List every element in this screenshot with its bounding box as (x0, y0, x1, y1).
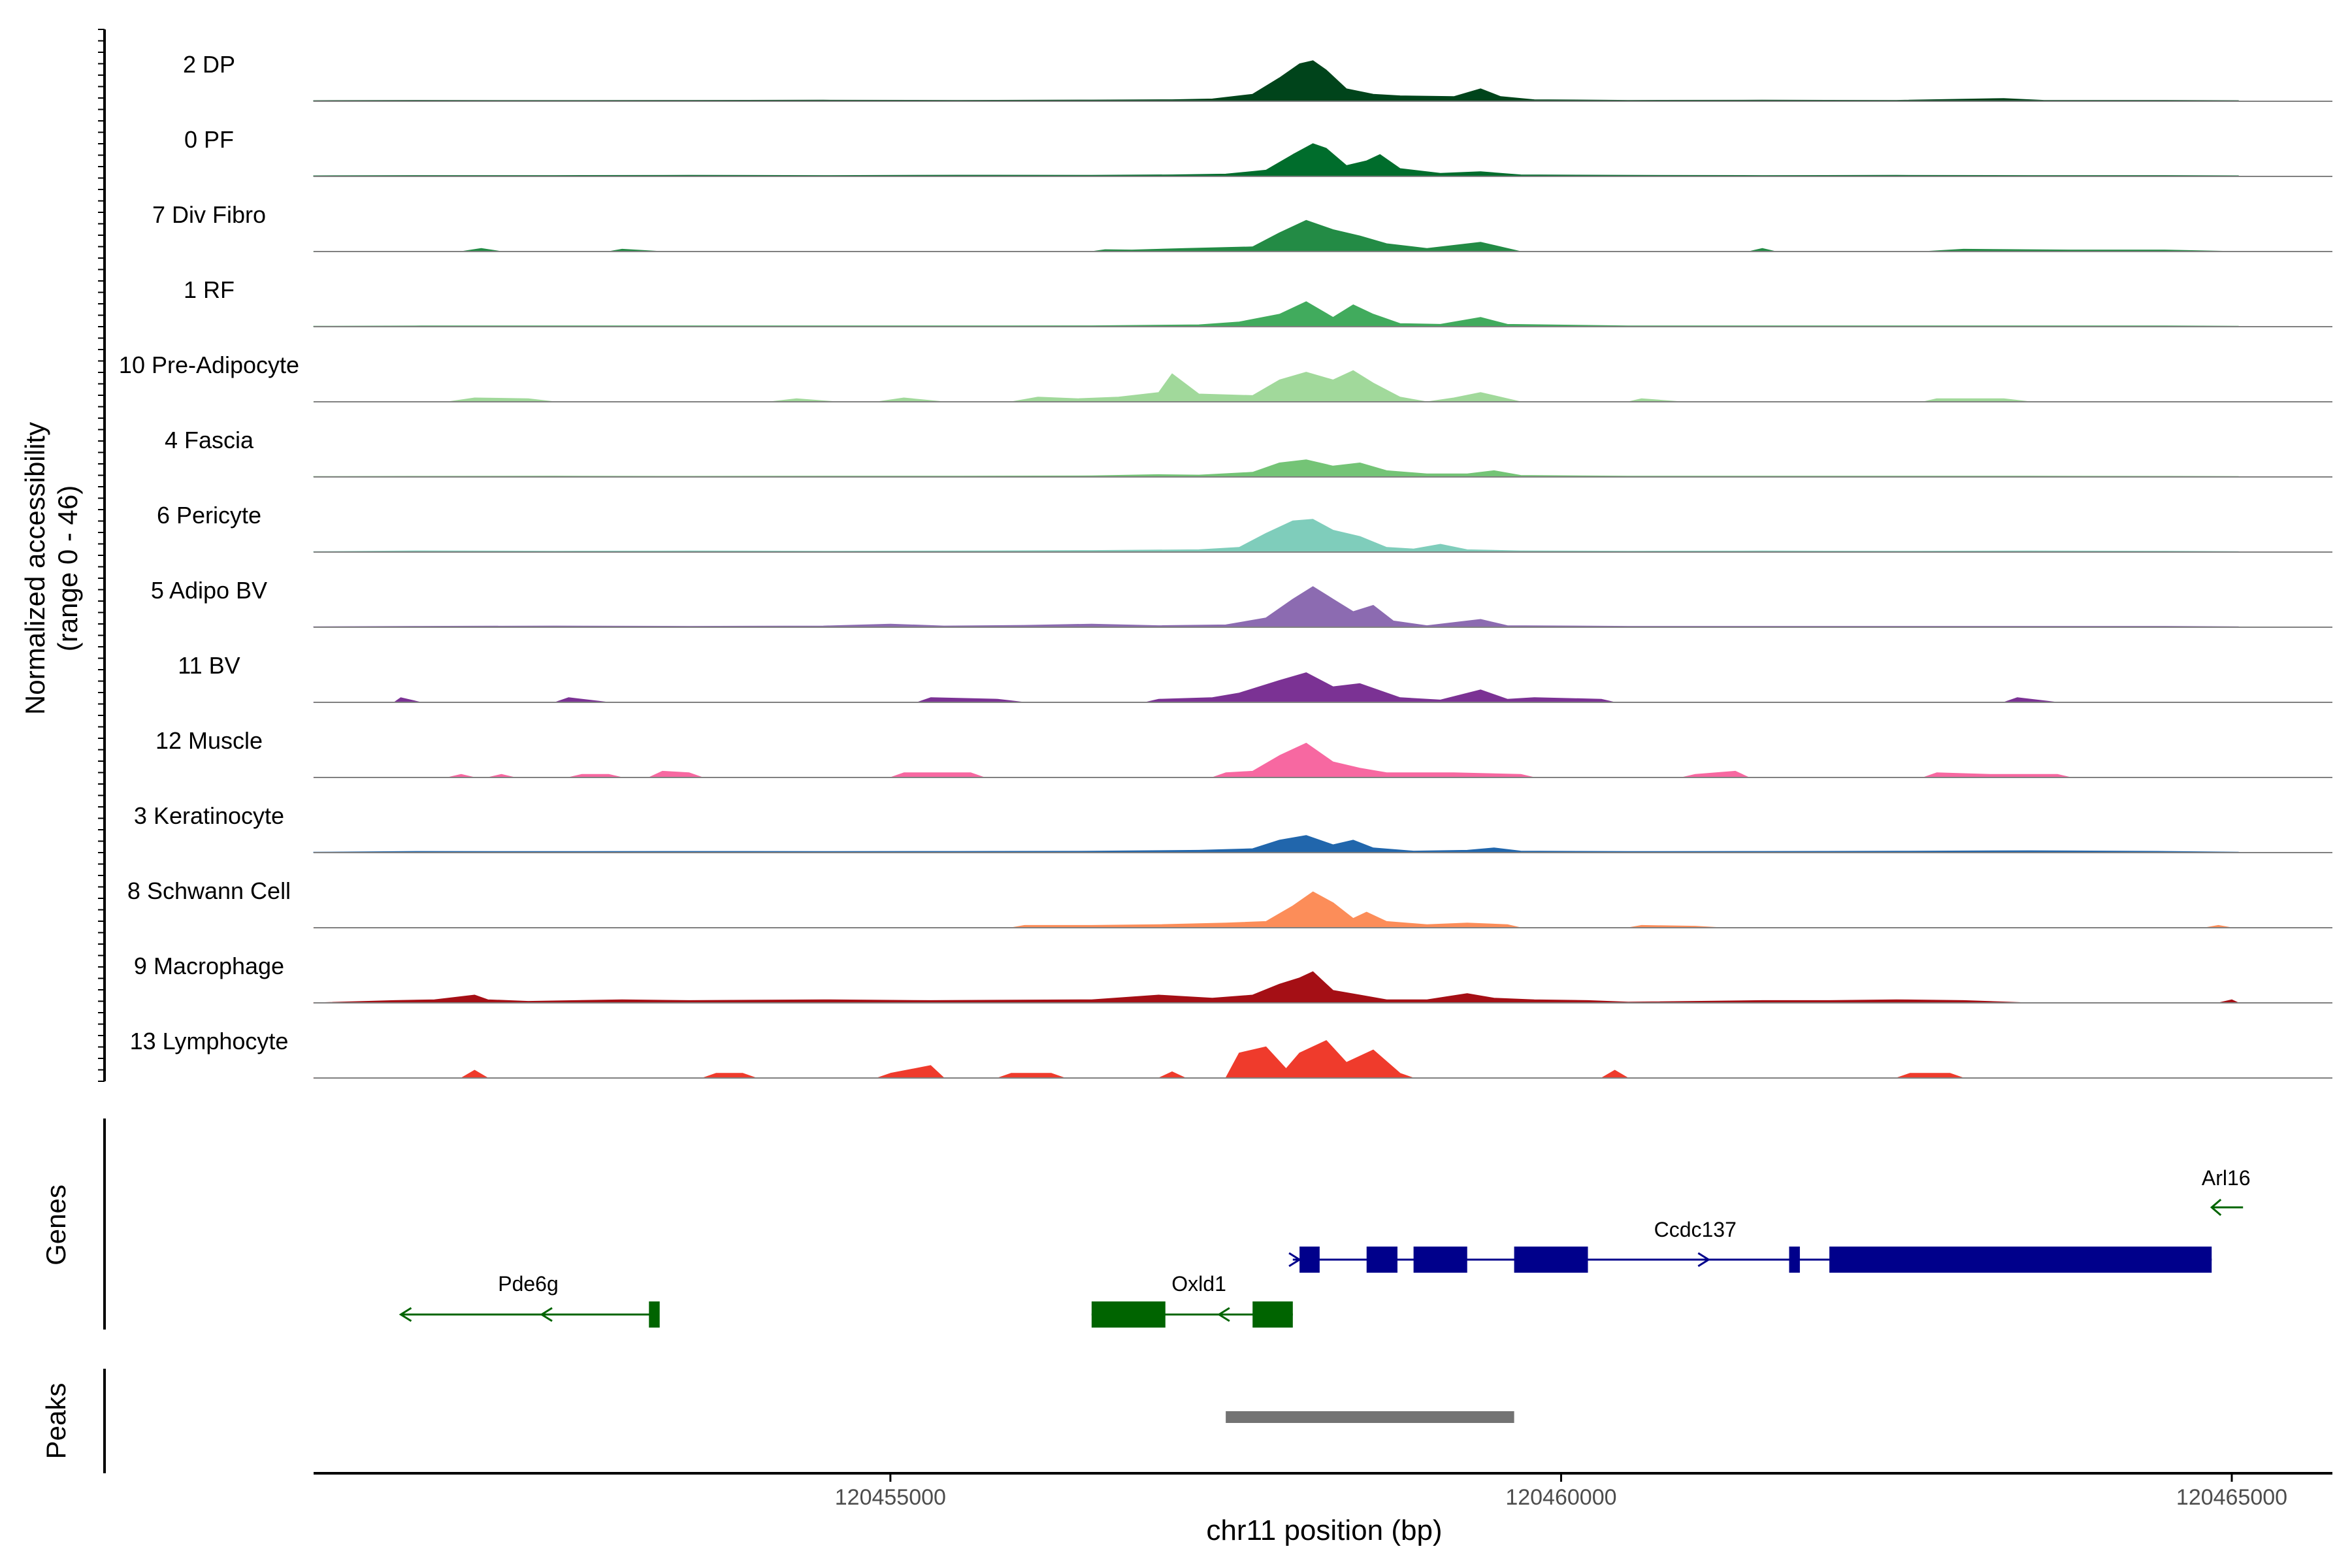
track-6-pericyte: 6 Pericyte (157, 502, 2332, 553)
x-tick-label: 120460000 (1505, 1485, 1616, 1510)
track-5-adipo-bv: 5 Adipo BV (151, 577, 2332, 628)
coverage-area-12-muscle (313, 742, 2239, 778)
x-axis: 120455000 120460000 120465000 (314, 1472, 2332, 1510)
gene-pde6g: Pde6g (399, 1272, 660, 1328)
gene-label: Ccdc137 (1654, 1218, 1737, 1241)
track-label: 4 Fascia (165, 427, 254, 453)
track-label: 2 DP (183, 51, 235, 78)
peaks-track (103, 1369, 1514, 1473)
gene-exon (1829, 1247, 2212, 1273)
track-3-keratinocyte: 3 Keratinocyte (134, 802, 2332, 853)
coverage-area-3-keratinocyte (313, 835, 2239, 853)
coverage-area-7-div-fibro (313, 220, 2239, 252)
track-label: 7 Div Fibro (152, 201, 266, 228)
gene-ccdc137: Ccdc137 (1288, 1218, 2212, 1273)
strand-arrow (540, 1307, 553, 1322)
coverage-area-6-pericyte (313, 519, 2239, 553)
gene-label: Pde6g (498, 1272, 559, 1296)
x-tick-label: 120465000 (2176, 1485, 2287, 1510)
coverage-area-13-lymphocyte (313, 1040, 2239, 1079)
track-label: 1 RF (184, 276, 235, 303)
coverage-area-0-pf (313, 143, 2239, 177)
track-label: 8 Schwann Cell (127, 877, 291, 904)
strand-arrow (1697, 1252, 1711, 1267)
peak-bar (1226, 1411, 1514, 1423)
track-7-div-fibro: 7 Div Fibro (152, 201, 2332, 252)
track-label: 12 Muscle (155, 727, 263, 754)
coverage-area-8-schwann-cell (313, 891, 2239, 928)
track-label: 6 Pericyte (157, 502, 261, 529)
track-11-bv: 11 BV (178, 652, 2332, 703)
coverage-area-4-fascia (313, 459, 2239, 478)
track-4-fascia: 4 Fascia (165, 427, 2332, 478)
gene-exon (1252, 1301, 1293, 1328)
x-tick-label: 120455000 (835, 1485, 946, 1510)
gene-arl16: Arl16 (2202, 1166, 2251, 1217)
gene-exon (1789, 1247, 1800, 1273)
strand-arrow (2210, 1198, 2244, 1217)
gene-label: Arl16 (2202, 1166, 2251, 1190)
coverage-tracks: 2 DP 0 PF 7 Div Fibro 1 RF 10 Pre-Adipocyte 4… (98, 29, 2332, 1082)
track-label: 13 Lymphocyte (130, 1028, 289, 1054)
track-label: 0 PF (184, 126, 234, 153)
coverage-area-1-rf (313, 301, 2239, 327)
track-10-pre-adipocyte: 10 Pre-Adipocyte (119, 351, 2332, 402)
x-axis-title: chr11 position (bp) (1206, 1514, 1442, 1546)
coverage-area-2-dp (313, 60, 2239, 102)
gene-exon (1514, 1247, 1588, 1273)
track-2-dp: 2 DP (183, 51, 2332, 102)
coverage-area-5-adipo-bv (313, 586, 2239, 628)
track-1-rf: 1 RF (184, 276, 2332, 327)
coverage-area-10-pre-adipocyte (313, 370, 2239, 402)
track-13-lymphocyte: 13 Lymphocyte (130, 1028, 2332, 1079)
strand-arrow (1288, 1252, 1301, 1267)
gene-exon (1091, 1301, 1166, 1328)
track-label: 9 Macrophage (134, 953, 284, 979)
gene-oxld1: Oxld1 (1091, 1272, 1293, 1328)
gene-exon (649, 1301, 660, 1328)
track-label: 11 BV (178, 652, 240, 679)
track-8-schwann-cell: 8 Schwann Cell (127, 877, 2332, 928)
gene-annotation-track: Pde6g Oxld1 Ccdc137 Arl16 (103, 1119, 2251, 1330)
coverage-area-11-bv (313, 672, 2239, 703)
y-axis-range: (range 0 - 46) (52, 485, 83, 651)
track-9-macrophage: 9 Macrophage (134, 953, 2332, 1004)
gene-label: Oxld1 (1171, 1272, 1226, 1296)
peaks-track-label: Peaks (41, 1383, 71, 1460)
track-label: 5 Adipo BV (151, 577, 267, 604)
track-0-pf: 0 PF (184, 126, 2332, 177)
gene-exon (1299, 1247, 1320, 1273)
strand-arrow (1217, 1307, 1230, 1322)
gene-exon (1366, 1247, 1397, 1273)
track-label: 3 Keratinocyte (134, 802, 284, 829)
track-12-muscle: 12 Muscle (155, 727, 2332, 778)
coverage-area-9-macrophage (313, 971, 2239, 1004)
gene-exon (1413, 1247, 1467, 1273)
strand-arrow (399, 1307, 412, 1322)
y-axis-title: Normalized accessibility (20, 422, 50, 715)
genes-track-label: Genes (41, 1184, 71, 1266)
track-label: 10 Pre-Adipocyte (119, 351, 299, 378)
